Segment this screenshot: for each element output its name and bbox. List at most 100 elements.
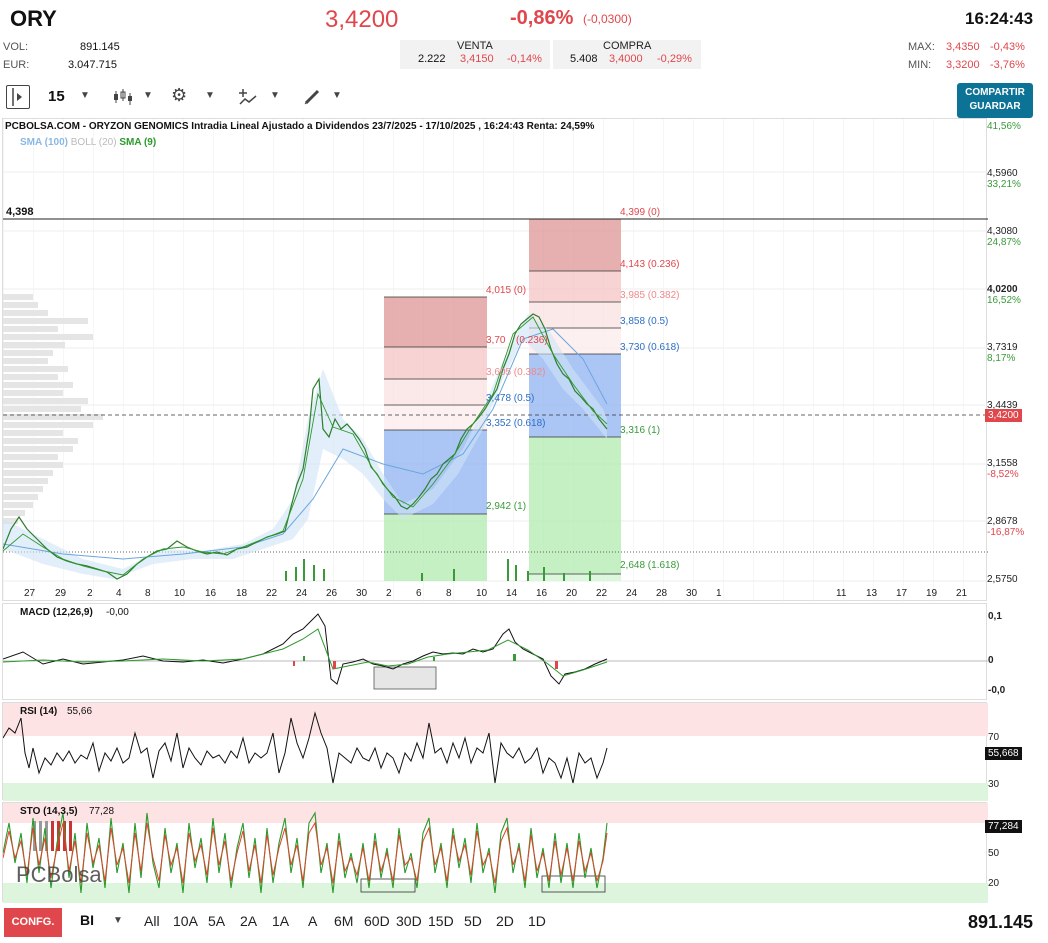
price-chart-canvas [2,119,988,602]
volume-bars [285,559,591,581]
y-axis-price-5: 3,4439 [987,400,1018,411]
range-1d[interactable]: 1D [528,913,546,929]
fib-left-0: 4,015 (0) [486,285,527,296]
min-value: 3,3200 [946,59,980,71]
chevron-down-icon[interactable]: ▼ [143,90,153,101]
panel-toggle-icon [12,88,22,106]
rsi-axis-70: 70 [988,732,1000,743]
range-10a[interactable]: 10A [173,913,198,929]
range-6m[interactable]: 6M [334,913,354,929]
venta-label: VENTA [457,40,493,52]
venta-pct: -0,14% [507,53,542,65]
sto-axis-20: 20 [988,878,1000,889]
gear-icon[interactable]: ⚙ [171,85,188,105]
y-axis-pct-2: 24,87% [987,237,1021,248]
macd-axis-zero: 0 [988,655,994,666]
sma9-line [2,316,608,576]
range-2a[interactable]: 2A [240,913,258,929]
compra-label: COMPRA [603,40,652,52]
fib-right-1: 3,316 (1) [620,425,661,436]
range-2d[interactable]: 2D [496,913,514,929]
y-axis-price-4: 3,7319 [987,342,1018,353]
range-30d[interactable]: 30D [396,913,422,929]
legend-sma100: SMA (100) [20,137,68,148]
range-1a[interactable]: 1A [272,913,290,929]
x-tick: 30 [686,588,698,599]
volume-profile [3,294,103,524]
x-tick: 14 [506,588,518,599]
share-label: COMPARTIR [965,87,1025,98]
chart-title: PCBOLSA.COM - ORYZON GENOMICS Intradia L… [5,121,595,132]
x-tick: 21 [956,588,968,599]
resistance-label: 4,398 [6,206,34,218]
fib-left-618: 3,352 (0.618) [486,418,546,429]
total-volume: 891.145 [968,912,1034,932]
rsi-badge: 55,668 [985,747,1022,760]
fib-left-382: 3,605 (0.382) [486,367,546,378]
x-tick: 10 [476,588,488,599]
min-pct: -3,76% [990,59,1025,71]
x-tick: 13 [866,588,878,599]
venta-price: 3,4150 [460,53,494,65]
chevron-down-icon[interactable]: ▼ [113,915,123,926]
y-axis-price-1: 4,5960 [987,168,1018,179]
x-tick: 26 [326,588,338,599]
ticker-symbol: ORY [10,6,57,31]
interval-select[interactable]: 15 [48,88,65,105]
venta-panel: VENTA 2.222 3,4150 -0,14% [400,40,550,69]
price-chart[interactable] [2,118,988,602]
range-5d[interactable]: 5D [464,913,482,929]
x-tick: 2 [87,588,93,599]
last-price: 3,4200 [325,6,399,33]
sto-panel[interactable] [2,802,988,903]
y-axis-price-3: 4,0200 [987,284,1018,295]
sto-axis-50: 50 [988,848,1000,859]
rsi-panel[interactable] [2,702,988,801]
range-60d[interactable]: 60D [364,913,390,929]
macd-label: MACD (12,26,9) [20,607,93,618]
fib-left-236-price: 3,70 [486,335,506,346]
x-tick: 24 [626,588,638,599]
x-tick: 4 [116,588,122,599]
range-5a[interactable]: 5A [208,913,226,929]
x-tick: 2 [386,588,392,599]
chevron-down-icon[interactable]: ▼ [270,90,280,101]
max-pct: -0,43% [990,41,1025,53]
change-absolute: (-0,0300) [583,12,632,26]
range-a[interactable]: A [308,913,318,929]
fib-left-1: 2,942 (1) [486,501,527,512]
x-tick: 24 [296,588,308,599]
share-save-button[interactable]: COMPARTIR GUARDAR [957,83,1033,118]
x-tick: 1 [716,588,722,599]
rsi-axis-30: 30 [988,779,1000,790]
config-button[interactable]: CONFG. [4,908,62,937]
add-indicator-icon[interactable] [238,88,258,106]
chevron-down-icon[interactable]: ▼ [332,90,342,101]
candlestick-icon[interactable] [112,88,134,106]
x-tick: 29 [55,588,67,599]
macd-canvas [2,613,988,690]
save-label: GUARDAR [969,101,1021,112]
venta-qty: 2.222 [418,53,446,65]
x-tick: 10 [174,588,186,599]
fib-right-382: 3,985 (0.382) [620,290,680,301]
y-axis-price-6: 3,1558 [987,458,1018,469]
vol-value: 891.145 [80,41,120,53]
macd-value: -0,00 [106,607,129,618]
macd-panel[interactable] [2,603,988,700]
mode-select[interactable]: BI [80,912,94,928]
x-tick: 8 [145,588,151,599]
pencil-icon[interactable] [303,88,321,106]
panel-toggle-button[interactable] [6,85,30,109]
macd-axis-top: 0,1 [988,611,1002,622]
x-tick: 20 [566,588,578,599]
compra-price: 3,4000 [609,53,643,65]
x-tick: 27 [24,588,36,599]
chevron-down-icon[interactable]: ▼ [205,90,215,101]
range-15d[interactable]: 15D [428,913,454,929]
max-label: MAX: [908,41,935,53]
compra-pct: -0,29% [657,53,692,65]
range-all[interactable]: All [144,913,160,929]
chevron-down-icon[interactable]: ▼ [80,90,90,101]
x-tick: 8 [446,588,452,599]
